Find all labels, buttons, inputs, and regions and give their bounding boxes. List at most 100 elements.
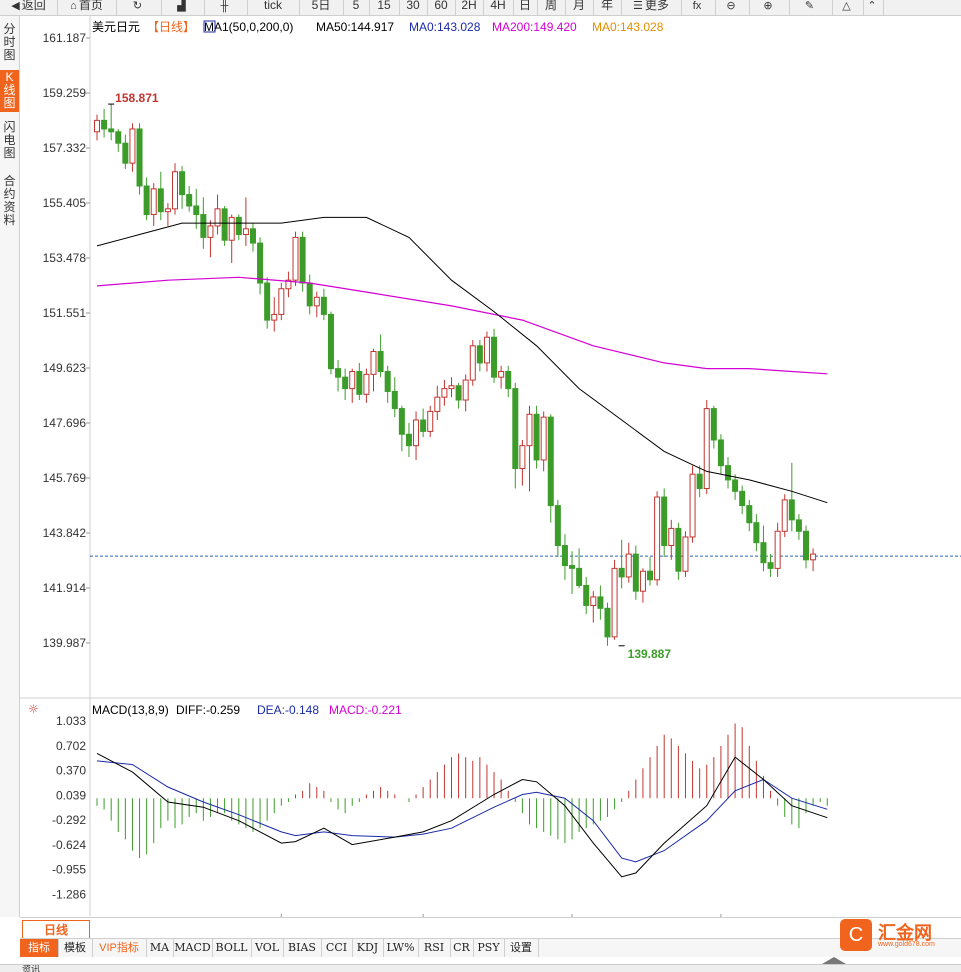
- toolbar-item-17[interactable]: ☰ 更多: [621, 0, 682, 15]
- candle-body: [434, 396, 441, 412]
- candle-body: [405, 433, 412, 447]
- candle-body: [803, 530, 809, 561]
- toolbar-item-2[interactable]: ↻: [116, 0, 162, 15]
- toolbar-item-4[interactable]: ╫: [204, 0, 248, 15]
- toolbar-item-13[interactable]: 日: [513, 0, 538, 15]
- toolbar-item-7[interactable]: 5: [343, 0, 370, 15]
- candle-body: [689, 473, 696, 538]
- macd-tick-label: -0.292: [52, 813, 86, 827]
- logo: C 汇金网 www.gold678.com: [838, 917, 958, 955]
- indicator-tab-0[interactable]: 指标: [20, 939, 59, 957]
- bar-chart-icon: ▟: [177, 0, 186, 12]
- indicator-tab-9[interactable]: KDJ: [352, 939, 384, 957]
- toolbar-item-22[interactable]: △: [832, 0, 864, 15]
- toolbar-item-23[interactable]: ⌃: [863, 0, 884, 15]
- toolbar-item-5[interactable]: tick: [247, 0, 300, 15]
- candle-body: [604, 607, 611, 638]
- toolbar-item-10[interactable]: 60: [427, 0, 456, 15]
- indicator-tab-2[interactable]: VIP指标: [92, 939, 147, 957]
- candle-body: [554, 505, 561, 547]
- indicator-tab-14[interactable]: 设置: [504, 939, 539, 957]
- chart[interactable]: 161.187 159.259 157.332 155.405 153.478 151.5…: [20, 16, 961, 917]
- toolbar-item-16[interactable]: 年: [593, 0, 622, 15]
- period-bar: 日线: [20, 917, 961, 940]
- price-tick-label: 151.551: [43, 306, 87, 320]
- candle-body: [760, 542, 767, 564]
- indicator-tab-3[interactable]: MA: [146, 939, 174, 957]
- indicator-tab-12[interactable]: CR: [450, 939, 474, 957]
- candlestick-icon: ╫: [220, 0, 229, 12]
- candle-body: [285, 279, 292, 290]
- candle-body: [767, 562, 774, 569]
- toolbar-item-0[interactable]: ◀ 返回: [0, 0, 58, 15]
- candle-body: [576, 567, 583, 586]
- candle-body: [654, 496, 661, 581]
- toolbar-item-11[interactable]: 2H: [455, 0, 484, 15]
- price-tick-label: 139.987: [43, 636, 87, 650]
- toolbar-item-8[interactable]: 15: [369, 0, 400, 15]
- candle-body: [171, 171, 178, 210]
- triangle-icon: △: [842, 0, 851, 12]
- pen-icon: ✎: [804, 0, 815, 12]
- macd-legend-0: MACD(13,8,9): [92, 703, 169, 717]
- toolbar-item-21[interactable]: ✎: [789, 0, 833, 15]
- candle-body: [455, 385, 462, 401]
- candle-body: [810, 553, 817, 561]
- toolbar-item-20[interactable]: ⊕: [749, 0, 790, 15]
- toolbar-label: 15: [377, 0, 391, 12]
- candle-body: [476, 345, 483, 364]
- period-tab-daily[interactable]: 日线: [22, 920, 90, 940]
- candle-body: [774, 530, 781, 569]
- candle-body: [363, 373, 370, 395]
- candle-body: [505, 370, 512, 390]
- candle-body: [242, 228, 249, 236]
- candle-body: [512, 388, 519, 469]
- macd-tick-label: 0.039: [56, 788, 86, 802]
- toolbar-item-12[interactable]: 4H: [483, 0, 514, 15]
- candle-body: [327, 313, 334, 370]
- legend-item-1: 【日线】: [147, 20, 195, 34]
- toolbar-item-18[interactable]: fx: [681, 0, 716, 15]
- ma50-line: [96, 216, 828, 504]
- indicator-tab-10[interactable]: LW%: [383, 939, 419, 957]
- scroll-up-icon[interactable]: [822, 957, 846, 964]
- candle-body: [746, 505, 753, 524]
- left-tab-1[interactable]: K线图: [0, 70, 19, 112]
- indicator-tab-4[interactable]: MACD: [173, 939, 213, 957]
- candle-body: [101, 119, 108, 130]
- toolbar-item-14[interactable]: 周: [537, 0, 566, 15]
- candle-body: [257, 242, 264, 284]
- toolbar-item-19[interactable]: ⊖: [715, 0, 750, 15]
- indicator-tab-7[interactable]: BIAS: [283, 939, 322, 957]
- candle-body: [795, 519, 802, 532]
- candle-body: [228, 216, 235, 241]
- left-tab-2[interactable]: 闪电图: [3, 120, 16, 160]
- indicator-tab-8[interactable]: CCI: [321, 939, 353, 957]
- toolbar-item-15[interactable]: 月: [565, 0, 594, 15]
- candle-body: [342, 376, 349, 390]
- left-tab-3[interactable]: 合约资料: [3, 174, 16, 227]
- indicator-tab-13[interactable]: PSY: [473, 939, 505, 957]
- candle-body: [94, 119, 100, 133]
- toolbar-item-1[interactable]: ⌂ 首页: [57, 0, 117, 15]
- indicator-tab-11[interactable]: RSI: [418, 939, 451, 957]
- left-tabs: 分时图 K线图闪电图合约资料: [0, 16, 20, 917]
- macd-tick-label: -0.955: [52, 863, 86, 877]
- price-tick-label: 153.478: [43, 251, 87, 265]
- macd-tick-label: -1.286: [52, 887, 86, 901]
- indicator-tab-5[interactable]: BOLL: [212, 939, 252, 957]
- candle-body: [179, 171, 186, 196]
- left-tab-0[interactable]: 分时图: [3, 22, 16, 62]
- toolbar-label: 5: [352, 0, 360, 12]
- toolbar-label: 返回: [21, 0, 46, 12]
- indicator-bar: 指标 模板 VIP指标 MA MACD BOLL VOL BIAS CCI KDJ LW% RSI CR…: [20, 938, 961, 957]
- candle-body: [122, 142, 129, 164]
- candle-body: [335, 368, 342, 378]
- indicator-tab-1[interactable]: 模板: [58, 939, 93, 957]
- toolbar-item-9[interactable]: 30: [399, 0, 428, 15]
- candle-body: [448, 385, 455, 390]
- candle-body: [590, 596, 597, 606]
- indicator-tab-6[interactable]: VOL: [251, 939, 284, 957]
- toolbar-item-6[interactable]: 5日: [299, 0, 344, 15]
- toolbar-item-3[interactable]: ▟: [161, 0, 205, 15]
